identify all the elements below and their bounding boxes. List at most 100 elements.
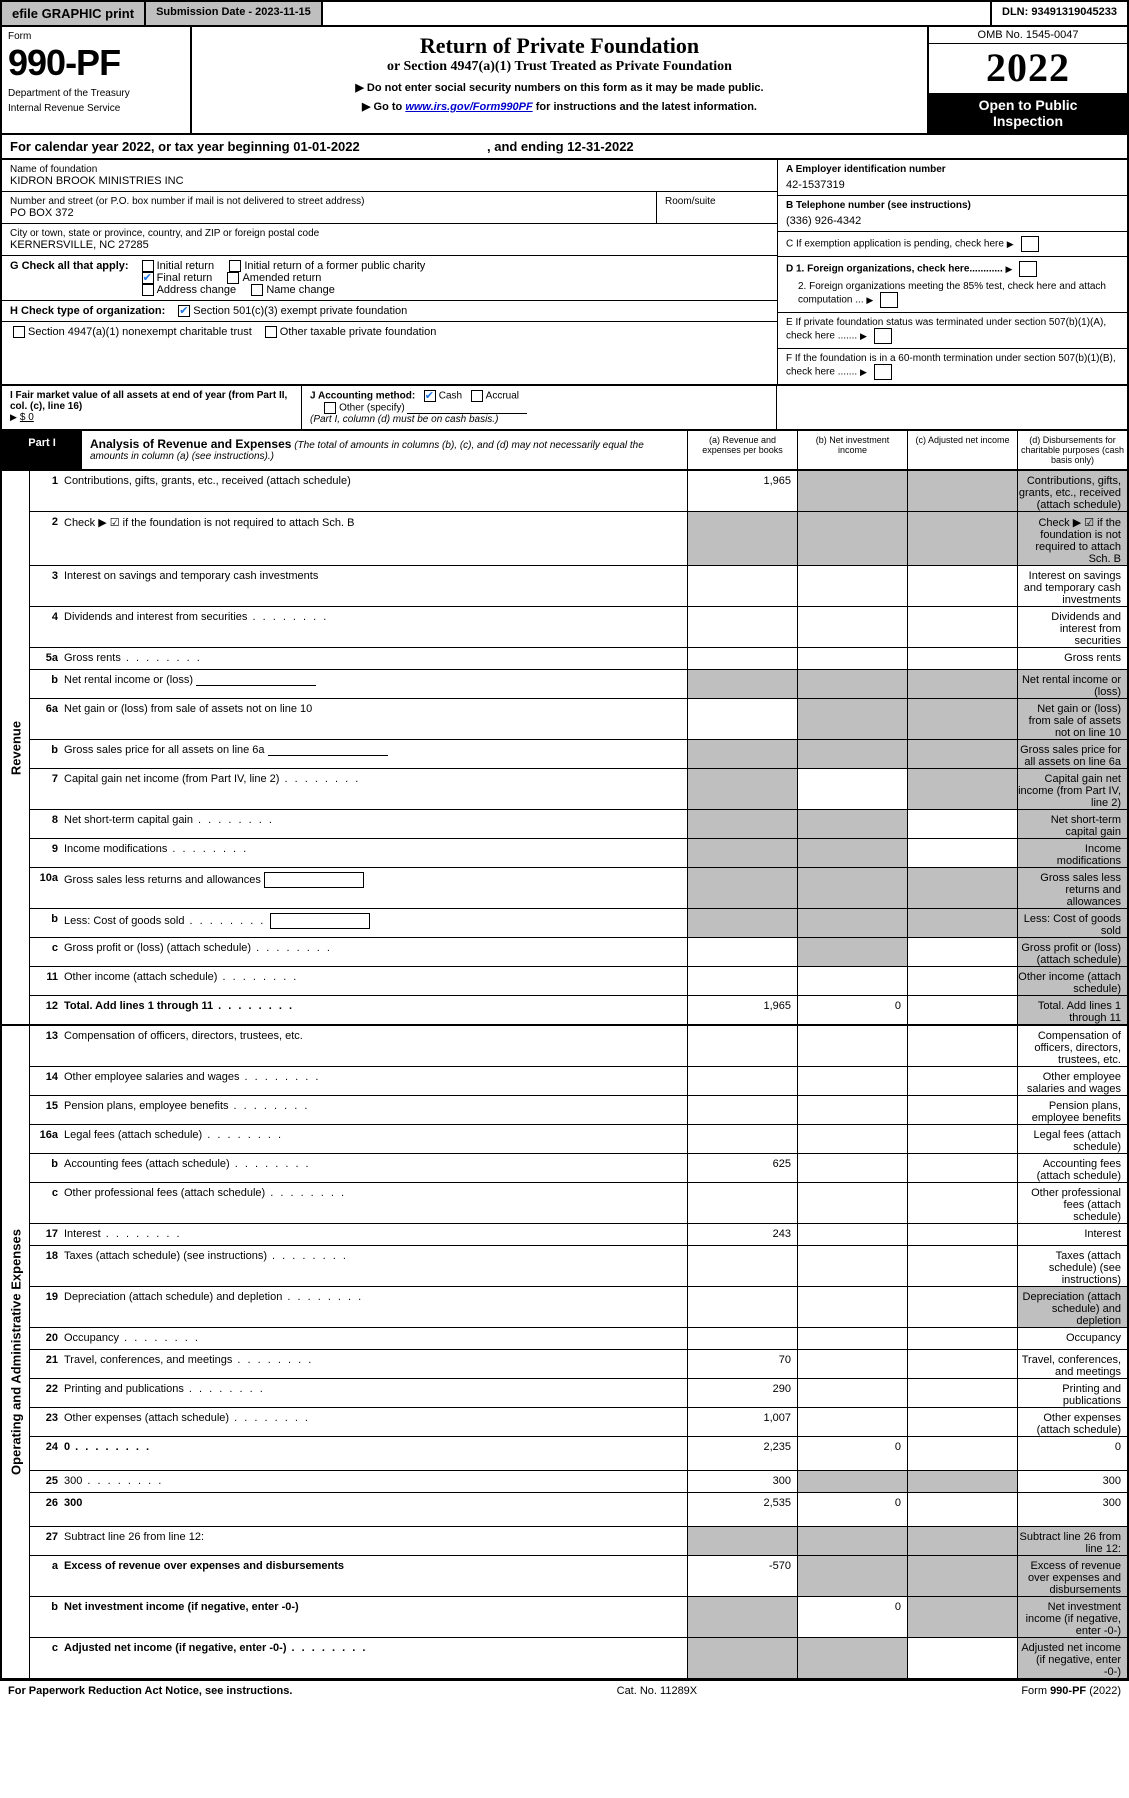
chk-initial-return[interactable] xyxy=(142,260,154,272)
col-a: 70 xyxy=(687,1350,797,1378)
chk-cash[interactable] xyxy=(424,390,436,402)
col-b xyxy=(797,839,907,867)
footer-left: For Paperwork Reduction Act Notice, see … xyxy=(8,1685,292,1697)
f-checkbox[interactable] xyxy=(874,364,892,380)
col-c xyxy=(907,1067,1017,1095)
row-number: 8 xyxy=(30,810,64,838)
col-c xyxy=(907,967,1017,995)
col-b: 0 xyxy=(797,1493,907,1526)
instr-link[interactable]: www.irs.gov/Form990PF xyxy=(405,101,532,113)
col-a: 2,535 xyxy=(687,1493,797,1526)
row-number: 14 xyxy=(30,1067,64,1095)
col-b xyxy=(797,1026,907,1066)
row-number: 3 xyxy=(30,566,64,606)
col-d: Accounting fees (attach schedule) xyxy=(1017,1154,1127,1182)
topbar: efile GRAPHIC print Submission Date - 20… xyxy=(0,0,1129,27)
ein-label: A Employer identification number xyxy=(786,164,946,175)
col-b xyxy=(797,1527,907,1555)
submission-date: Submission Date - 2023-11-15 xyxy=(146,2,323,25)
col-d: Other expenses (attach schedule) xyxy=(1017,1408,1127,1436)
efile-print: efile GRAPHIC print xyxy=(2,2,146,25)
footer: For Paperwork Reduction Act Notice, see … xyxy=(0,1680,1129,1701)
side-revenue: Revenue xyxy=(2,471,30,1024)
col-d: Net short-term capital gain xyxy=(1017,810,1127,838)
ein-value: 42-1537319 xyxy=(786,179,1119,191)
col-a xyxy=(687,810,797,838)
table-row: 7Capital gain net income (from Part IV, … xyxy=(30,769,1127,810)
d2-checkbox[interactable] xyxy=(880,292,898,308)
chk-name-change[interactable] xyxy=(251,284,263,296)
row-number: 15 xyxy=(30,1096,64,1124)
col-a xyxy=(687,1246,797,1286)
foundation-name-cell: Name of foundation KIDRON BROOK MINISTRI… xyxy=(2,160,777,192)
lbl-initial-return: Initial return xyxy=(157,260,214,272)
col-a xyxy=(687,938,797,966)
col-d: Compensation of officers, directors, tru… xyxy=(1017,1026,1127,1066)
row-number: 13 xyxy=(30,1026,64,1066)
c-checkbox[interactable] xyxy=(1021,236,1039,252)
lbl-initial-former: Initial return of a former public charit… xyxy=(244,260,425,272)
col-c xyxy=(907,1096,1017,1124)
col-c xyxy=(907,810,1017,838)
col-a: 2,235 xyxy=(687,1437,797,1470)
subdate-label: Submission Date - xyxy=(156,6,255,18)
chk-accrual[interactable] xyxy=(471,390,483,402)
chk-4947[interactable] xyxy=(13,326,25,338)
street-value: PO BOX 372 xyxy=(10,207,648,219)
open-public: Open to Public Inspection xyxy=(929,93,1127,133)
g-check-row: G Check all that apply: Initial return I… xyxy=(2,256,777,301)
col-c xyxy=(907,996,1017,1024)
col-d: Net investment income (if negative, ente… xyxy=(1017,1597,1127,1637)
form-subtitle: or Section 4947(a)(1) Trust Treated as P… xyxy=(202,59,917,75)
table-row: 16aLegal fees (attach schedule)Legal fee… xyxy=(30,1125,1127,1154)
col-a-hdr: (a) Revenue and expenses per books xyxy=(687,431,797,469)
chk-amended[interactable] xyxy=(227,272,239,284)
chk-501c3[interactable] xyxy=(178,305,190,317)
col-c xyxy=(907,1287,1017,1327)
table-row: 19Depreciation (attach schedule) and dep… xyxy=(30,1287,1127,1328)
table-row: cOther professional fees (attach schedul… xyxy=(30,1183,1127,1224)
col-d: Other professional fees (attach schedule… xyxy=(1017,1183,1127,1223)
col-d: Gross sales less returns and allowances xyxy=(1017,868,1127,908)
col-d: Contributions, gifts, grants, etc., rece… xyxy=(1017,471,1127,511)
col-c xyxy=(907,1638,1017,1678)
form-title: Return of Private Foundation xyxy=(202,33,917,59)
table-row: 15Pension plans, employee benefitsPensio… xyxy=(30,1096,1127,1125)
form-word: Form xyxy=(8,31,184,42)
chk-address-change[interactable] xyxy=(142,284,154,296)
row-desc: 0 xyxy=(64,1437,687,1470)
col-a: 300 xyxy=(687,1471,797,1492)
row-number: 6a xyxy=(30,699,64,739)
row-number: 24 xyxy=(30,1437,64,1470)
row-desc: Gross sales price for all assets on line… xyxy=(64,740,687,768)
col-d: 0 xyxy=(1017,1437,1127,1470)
row-desc: Accounting fees (attach schedule) xyxy=(64,1154,687,1182)
row-desc: Excess of revenue over expenses and disb… xyxy=(64,1556,687,1596)
col-d: Interest on savings and temporary cash i… xyxy=(1017,566,1127,606)
d1-checkbox[interactable] xyxy=(1019,261,1037,277)
h-label: H Check type of organization: xyxy=(10,305,165,317)
row-desc: 300 xyxy=(64,1493,687,1526)
col-c-hdr: (c) Adjusted net income xyxy=(907,431,1017,469)
row-number: 18 xyxy=(30,1246,64,1286)
room-label: Room/suite xyxy=(665,196,769,207)
table-row: bNet investment income (if negative, ent… xyxy=(30,1597,1127,1638)
chk-final-return[interactable] xyxy=(142,272,154,284)
footer-right: Form 990-PF (2022) xyxy=(1021,1685,1121,1697)
col-c xyxy=(907,699,1017,739)
lbl-4947: Section 4947(a)(1) nonexempt charitable … xyxy=(28,326,252,338)
e-cell: E If private foundation status was termi… xyxy=(778,313,1127,349)
col-a xyxy=(687,607,797,647)
table-row: 20OccupancyOccupancy xyxy=(30,1328,1127,1350)
identity-block: Name of foundation KIDRON BROOK MINISTRI… xyxy=(0,160,1129,386)
col-d: Other income (attach schedule) xyxy=(1017,967,1127,995)
chk-other-taxable[interactable] xyxy=(265,326,277,338)
instr-ssn: ▶ Do not enter social security numbers o… xyxy=(202,81,917,94)
e-checkbox[interactable] xyxy=(874,328,892,344)
chk-initial-former[interactable] xyxy=(229,260,241,272)
col-d: Gross sales price for all assets on line… xyxy=(1017,740,1127,768)
col-d: 300 xyxy=(1017,1471,1127,1492)
col-c xyxy=(907,769,1017,809)
col-c xyxy=(907,868,1017,908)
chk-other-method[interactable] xyxy=(324,402,336,414)
